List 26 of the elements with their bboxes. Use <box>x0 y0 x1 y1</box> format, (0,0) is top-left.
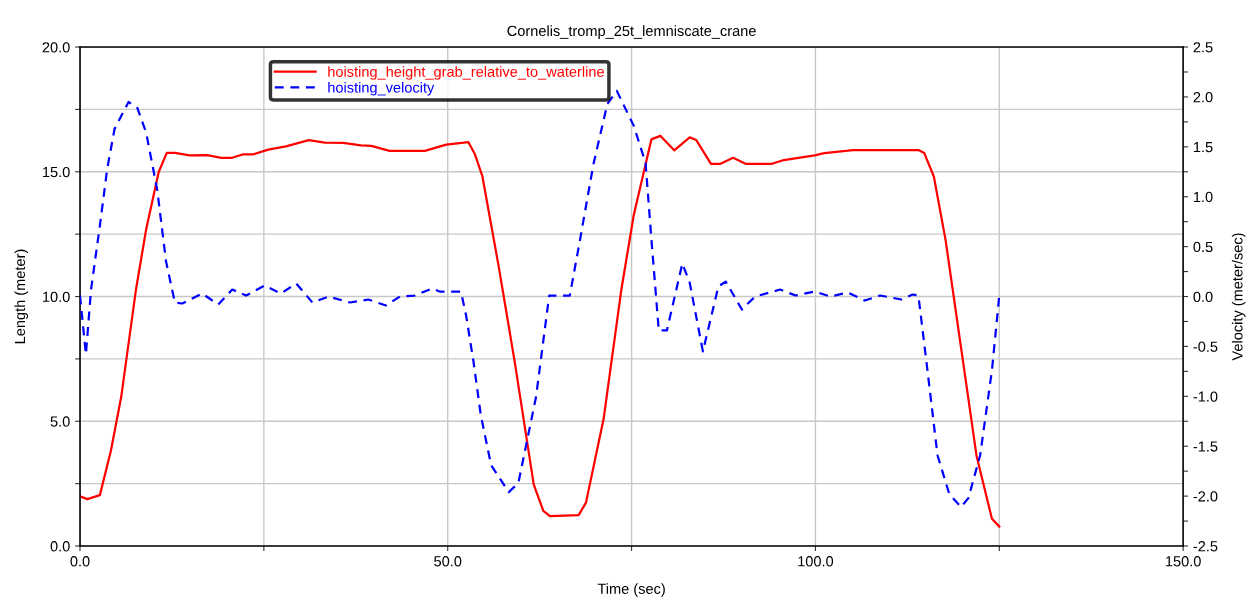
x-axis-title: Time (sec) <box>597 583 665 597</box>
x-tick-label: 50.0 <box>434 556 462 567</box>
y2-tick-label: 1.0 <box>1193 191 1213 203</box>
x-tick-label: 0.0 <box>70 556 90 567</box>
legend-label: hoisting_velocity <box>328 81 435 96</box>
y-tick-label: 15.0 <box>43 166 70 178</box>
y2-tick-label: 2.0 <box>1193 92 1213 103</box>
y2-tick-label: -1.5 <box>1193 441 1218 452</box>
y-tick-label: 5.0 <box>50 416 70 427</box>
y-tick-label: 0.0 <box>50 541 70 552</box>
y2-axis-title: Velocity (meter/sec) <box>1231 233 1246 361</box>
x-tick-label: 100.0 <box>798 556 834 567</box>
y-axis-title: Length (meter) <box>14 249 29 344</box>
y2-tick-label: -1.0 <box>1193 391 1218 402</box>
y2-tick-label: -2.5 <box>1193 541 1218 552</box>
x-tick-label: 150.0 <box>1166 556 1201 567</box>
y2-tick-label: 1.5 <box>1193 142 1213 153</box>
y2-tick-label: 0.0 <box>1193 291 1213 302</box>
y2-tick-label: -0.5 <box>1193 341 1218 352</box>
legend-label: hoisting_height_grab_relative_to_waterline <box>328 66 604 80</box>
y-tick-label: 20.0 <box>42 42 70 53</box>
chart-title: Cornelis_tromp_25t_lemniscate_crane <box>507 25 756 39</box>
y2-tick-label: 0.5 <box>1193 241 1213 253</box>
y-tick-label: 10.0 <box>43 291 70 302</box>
y2-tick-label: -2.0 <box>1193 491 1218 502</box>
y2-tick-label: 2.5 <box>1193 42 1213 53</box>
